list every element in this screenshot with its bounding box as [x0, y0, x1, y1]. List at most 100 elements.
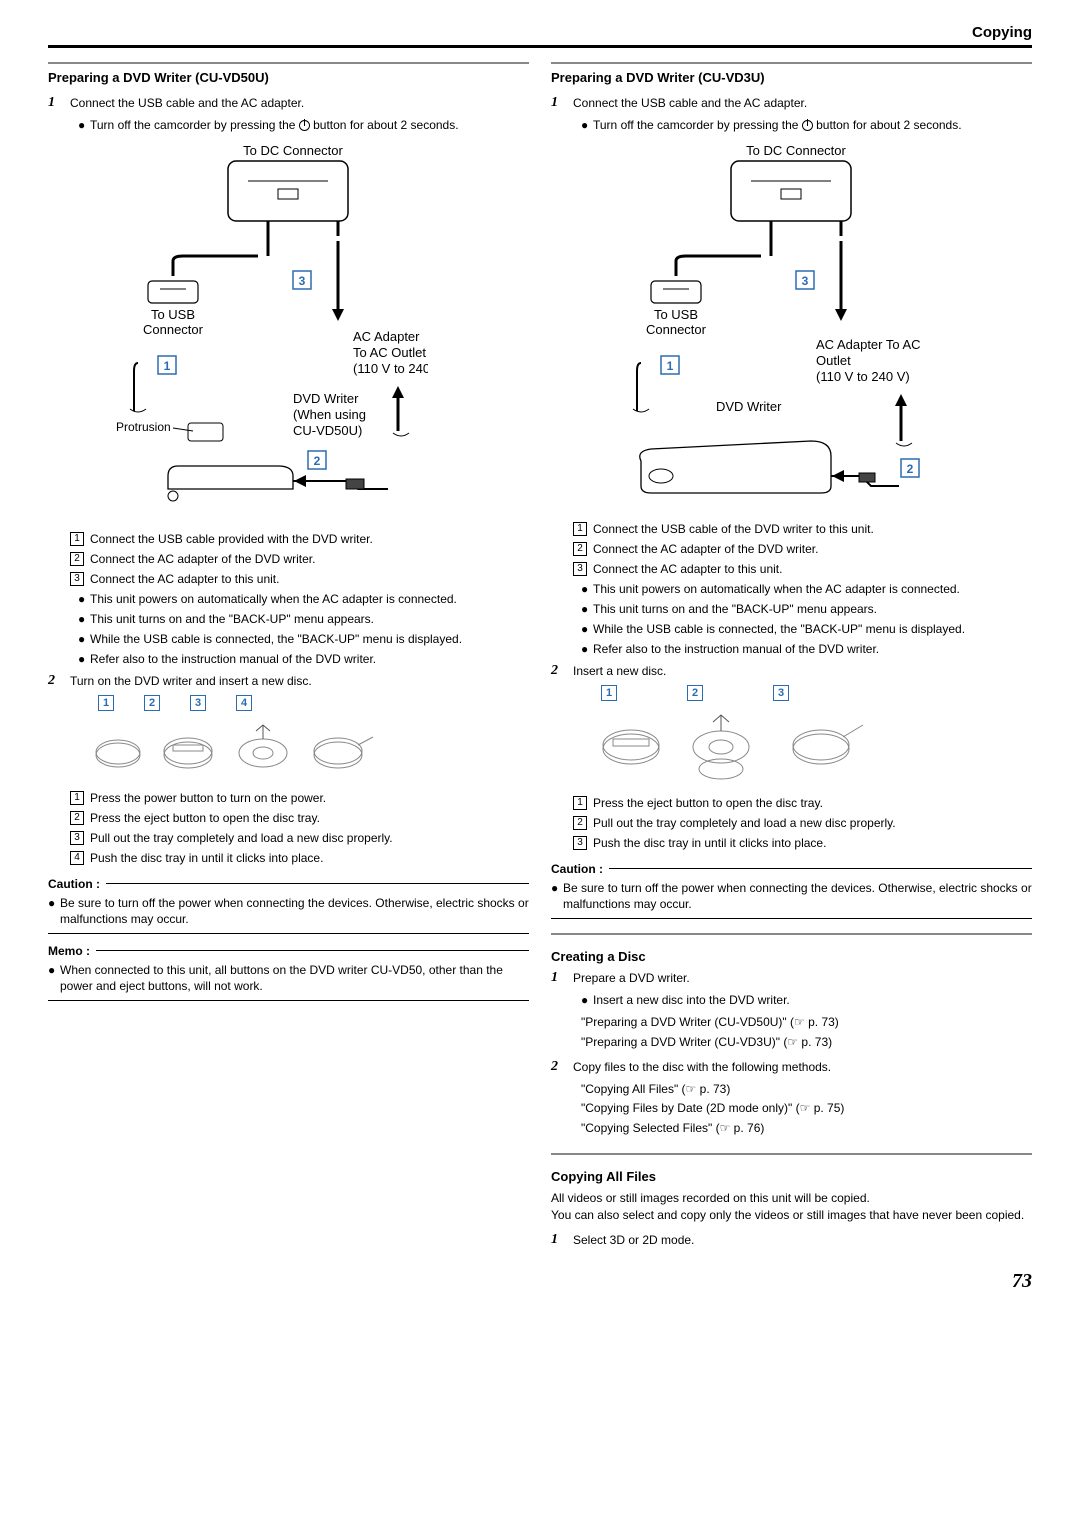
svg-text:3: 3 — [802, 274, 809, 288]
bullet: ●While the USB cable is connected, the "… — [581, 621, 1032, 637]
numbox: 2 — [573, 816, 587, 830]
svg-text:Connector: Connector — [143, 322, 204, 337]
step-num: 1 — [551, 970, 573, 986]
columns: Preparing a DVD Writer (CU-VD50U) 1 Conn… — [48, 62, 1032, 1254]
ref: "Preparing a DVD Writer (CU-VD3U)" (☞ p.… — [581, 1034, 1032, 1051]
numline-text: Connect the AC adapter of the DVD writer… — [90, 551, 315, 568]
power-icon — [802, 120, 813, 131]
bullet: ● Turn off the camcorder by pressing the… — [78, 117, 529, 133]
numbox-1: 1 — [70, 532, 84, 546]
bullet: ●This unit powers on automatically when … — [78, 591, 529, 607]
caution-text: Be sure to turn off the power when conne… — [60, 895, 529, 927]
svg-text:To USB: To USB — [151, 307, 195, 322]
header-rule — [48, 45, 1032, 48]
numline-text: Connect the AC adapter of the DVD writer… — [593, 541, 818, 558]
diagram-right: To DC Connector To USB Connector 3 AC Ad… — [601, 141, 1032, 511]
seq-4: 4 — [236, 695, 252, 711]
bullet-text: While the USB cable is connected, the "B… — [593, 621, 965, 637]
step-text: Prepare a DVD writer. — [573, 970, 1032, 985]
numline: 3Connect the AC adapter to this unit. — [573, 561, 1032, 578]
right-section-title: Preparing a DVD Writer (CU-VD3U) — [551, 70, 1032, 85]
numline: 1Connect the USB cable of the DVD writer… — [573, 521, 1032, 538]
numbox: 2 — [573, 542, 587, 556]
numline-text: Connect the AC adapter to this unit. — [90, 571, 279, 588]
step-num: 2 — [48, 673, 70, 689]
ref: "Copying All Files" (☞ p. 73) — [581, 1081, 1032, 1098]
svg-text:2: 2 — [907, 462, 914, 476]
seq-3: 3 — [773, 685, 789, 701]
seq-row: 1 2 3 — [601, 685, 1032, 701]
step-text: Select 3D or 2D mode. — [573, 1232, 1032, 1247]
numline: 4Push the disc tray in until it clicks i… — [70, 850, 529, 867]
step-text: Copy files to the disc with the followin… — [573, 1059, 1032, 1074]
disc-row — [591, 707, 1032, 785]
page-number: 73 — [48, 1270, 1032, 1293]
step-1: 1 Connect the USB cable and the AC adapt… — [48, 95, 529, 111]
svg-text:3: 3 — [299, 274, 306, 288]
svg-text:To USB: To USB — [654, 307, 698, 322]
section-rule — [48, 62, 529, 64]
creating-title: Creating a Disc — [551, 949, 1032, 964]
bullet: ●This unit turns on and the "BACK-UP" me… — [581, 601, 1032, 617]
copyall-title: Copying All Files — [551, 1169, 1032, 1184]
ref: "Copying Selected Files" (☞ p. 76) — [581, 1120, 1032, 1137]
svg-text:To DC Connector: To DC Connector — [746, 143, 846, 158]
bullet: ●Insert a new disc into the DVD writer. — [581, 992, 1032, 1008]
bullet-text: Insert a new disc into the DVD writer. — [593, 992, 790, 1008]
numline-text: Connect the USB cable provided with the … — [90, 531, 373, 548]
step-num: 2 — [551, 663, 573, 679]
seq-1: 1 — [98, 695, 114, 711]
numbox: 3 — [573, 836, 587, 850]
numline: 1Press the power button to turn on the p… — [70, 790, 529, 807]
numline-text: Press the eject button to open the disc … — [593, 795, 823, 812]
numbox-3: 3 — [70, 572, 84, 586]
seq-1: 1 — [601, 685, 617, 701]
disc-row — [88, 717, 529, 780]
step-num: 1 — [551, 1232, 573, 1248]
numline: 3Pull out the tray completely and load a… — [70, 830, 529, 847]
seq-2: 2 — [144, 695, 160, 711]
creating-step-1: 1 Prepare a DVD writer. — [551, 970, 1032, 986]
svg-text:CU-VD50U): CU-VD50U) — [293, 423, 362, 438]
numbox: 4 — [70, 851, 84, 865]
numline: 2Connect the AC adapter of the DVD write… — [70, 551, 529, 568]
creating-step-2: 2 Copy files to the disc with the follow… — [551, 1059, 1032, 1075]
bullet: ●This unit turns on and the "BACK-UP" me… — [78, 611, 529, 627]
numline: 2 Connect the AC adapter of the DVD write… — [573, 541, 1032, 558]
svg-text:AC Adapter To AC: AC Adapter To AC — [816, 337, 921, 352]
section-rule — [551, 1153, 1032, 1155]
numbox: 2 — [70, 811, 84, 825]
numline-text: Pull out the tray completely and load a … — [593, 815, 896, 832]
copyall-step-1: 1 Select 3D or 2D mode. — [551, 1232, 1032, 1248]
svg-text:AC Adapter: AC Adapter — [353, 329, 420, 344]
numline: 3 Connect the AC adapter to this unit. — [70, 571, 529, 588]
svg-text:To AC Outlet: To AC Outlet — [353, 345, 426, 360]
step-num: 1 — [551, 95, 573, 111]
caution-head: Caution : — [48, 877, 529, 891]
seq-3: 3 — [190, 695, 206, 711]
bullet-text: Turn off the camcorder by pressing the b… — [90, 117, 459, 133]
step-text: Connect the USB cable and the AC adapter… — [573, 95, 1032, 110]
numline: 2 Press the eject button to open the disc… — [70, 810, 529, 827]
bullet-text: This unit powers on automatically when t… — [593, 581, 960, 597]
svg-text:DVD Writer: DVD Writer — [716, 399, 782, 414]
bullet-text: Turn off the camcorder by pressing the b… — [593, 117, 962, 133]
diagram-left: To DC Connector To USB Connector 3 AC Ad… — [98, 141, 529, 521]
header-title: Copying — [48, 24, 1032, 41]
copyall-text2: You can also select and copy only the vi… — [551, 1207, 1032, 1224]
bullet-text: This unit turns on and the "BACK-UP" men… — [593, 601, 877, 617]
bullet-text: Refer also to the instruction manual of … — [593, 641, 879, 657]
svg-text:1: 1 — [164, 359, 171, 373]
memo-bullet: ●When connected to this unit, all button… — [48, 962, 529, 994]
numbox: 1 — [573, 522, 587, 536]
memo-head: Memo : — [48, 944, 529, 958]
svg-text:Connector: Connector — [646, 322, 707, 337]
numbox: 3 — [70, 831, 84, 845]
step-text: Insert a new disc. — [573, 663, 1032, 678]
section-rule — [551, 933, 1032, 935]
step-2: 2 Insert a new disc. — [551, 663, 1032, 679]
step-num: 2 — [551, 1059, 573, 1075]
numline-text: Press the eject button to open the disc … — [90, 810, 320, 827]
memo-text: When connected to this unit, all buttons… — [60, 962, 529, 994]
bullet-text: This unit turns on and the "BACK-UP" men… — [90, 611, 374, 627]
